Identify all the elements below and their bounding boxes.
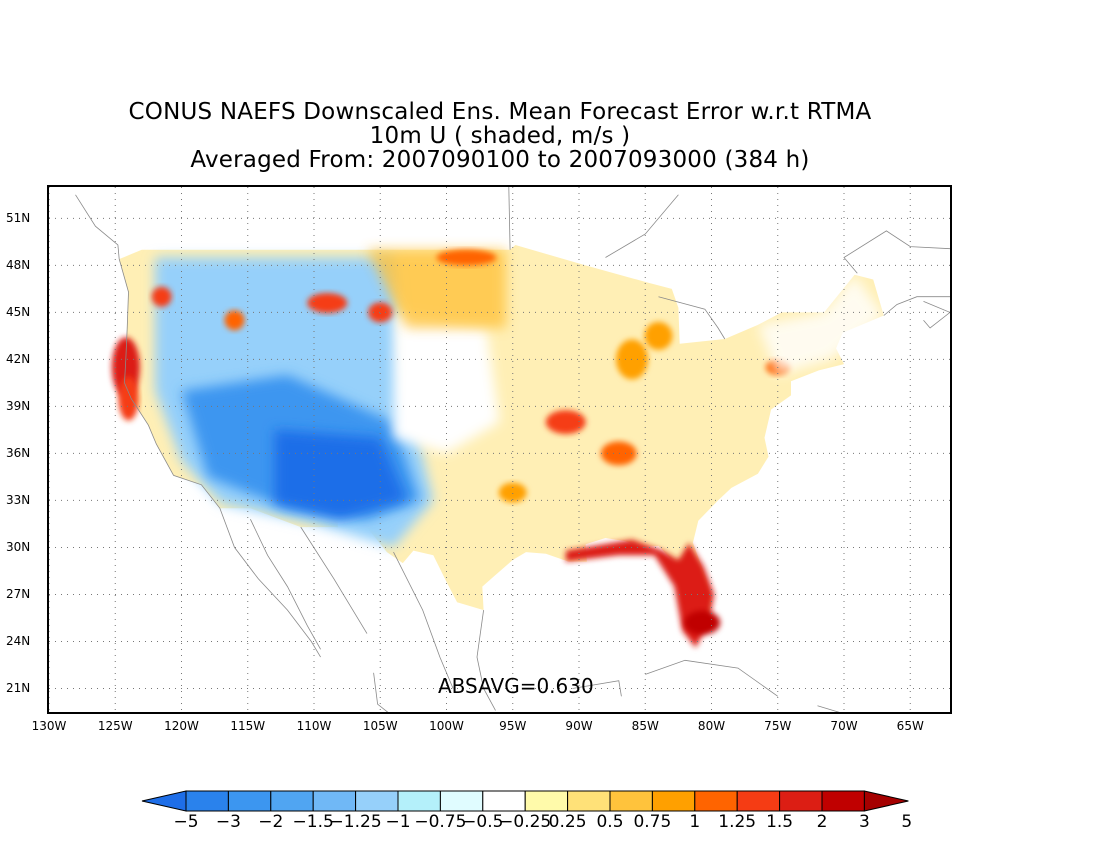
lat-tick-label: 30N bbox=[6, 540, 31, 555]
lat-tick-label: 27N bbox=[6, 587, 31, 602]
lat-tick-label: 24N bbox=[6, 634, 31, 649]
colorbar-right-arrow bbox=[863, 790, 909, 812]
colorbar-tick-label: −1.5 bbox=[292, 812, 334, 832]
map-panel bbox=[47, 185, 952, 714]
chart-title: CONUS NAEFS Downscaled Ens. Mean Forecas… bbox=[0, 100, 1000, 172]
colorbar-swatch bbox=[439, 790, 484, 812]
lon-tick-label: 75W bbox=[764, 719, 792, 733]
colorbar-swatch bbox=[227, 790, 272, 812]
colorbar-tick-label: −0.25 bbox=[499, 812, 552, 832]
lon-tick-label: 105W bbox=[362, 719, 398, 733]
lon-tick-label: 70W bbox=[830, 719, 858, 733]
error-field-shading bbox=[111, 245, 884, 648]
colorbar-tick-label: −1 bbox=[385, 812, 411, 832]
lon-tick-label: 95W bbox=[499, 719, 527, 733]
lon-tick-label: 85W bbox=[631, 719, 659, 733]
lat-tick-label: 39N bbox=[6, 399, 31, 414]
lon-tick-label: 115W bbox=[230, 719, 266, 733]
colorbar-tick-label: −5 bbox=[173, 812, 199, 832]
colorbar-swatch bbox=[736, 790, 781, 812]
lat-tick-label: 45N bbox=[6, 305, 31, 320]
lon-tick-label: 125W bbox=[97, 719, 133, 733]
map-canvas bbox=[49, 187, 950, 712]
colorbar-tick-label: 3 bbox=[858, 812, 870, 832]
colorbar-swatch bbox=[397, 790, 441, 812]
colorbar-swatch bbox=[821, 790, 865, 812]
colorbar-swatch bbox=[694, 790, 738, 812]
lon-tick-label: 65W bbox=[896, 719, 924, 733]
title-line-1: CONUS NAEFS Downscaled Ens. Mean Forecas… bbox=[128, 99, 872, 125]
colorbar-tick-label: 1.25 bbox=[718, 812, 757, 832]
lon-tick-label: 110W bbox=[296, 719, 332, 733]
colorbar-tick-label: 0.5 bbox=[596, 812, 624, 832]
lat-tick-label: 33N bbox=[6, 493, 31, 508]
colorbar-swatch bbox=[355, 790, 399, 812]
title-line-2: 10m U ( shaded, m/s ) bbox=[369, 123, 631, 149]
colorbar-left-arrow bbox=[141, 790, 187, 812]
colorbar-tick-label: −0.5 bbox=[462, 812, 504, 832]
colorbar-tick-label: −1.25 bbox=[329, 812, 382, 832]
lat-tick-label: 48N bbox=[6, 258, 31, 273]
colorbar-tick-label: −0.75 bbox=[414, 812, 467, 832]
colorbar-swatch bbox=[567, 790, 611, 812]
colorbar-swatch bbox=[270, 790, 314, 812]
title-line-3: Averaged From: 2007090100 to 2007093000 … bbox=[190, 147, 810, 173]
colorbar-tick-label: −3 bbox=[215, 812, 241, 832]
colorbar-tick-label: 0.25 bbox=[548, 812, 587, 832]
colorbar-swatch bbox=[482, 790, 526, 812]
absavg-annotation: ABSAVG=0.630 bbox=[438, 674, 594, 698]
colorbar-tick-label: 1 bbox=[689, 812, 701, 832]
lat-lon-grid bbox=[49, 187, 950, 712]
colorbar-swatch bbox=[779, 790, 823, 812]
coastlines bbox=[75, 187, 950, 712]
colorbar-swatch bbox=[524, 790, 569, 812]
colorbar-tick-label: 2 bbox=[816, 812, 828, 832]
colorbar-tick-label: −2 bbox=[258, 812, 284, 832]
colorbar-swatch bbox=[185, 790, 229, 812]
lon-tick-label: 80W bbox=[697, 719, 726, 733]
colorbar-tick-label: 0.75 bbox=[633, 812, 672, 832]
colorbar-swatch bbox=[609, 790, 653, 812]
lat-tick-label: 36N bbox=[6, 446, 31, 461]
lat-tick-label: 51N bbox=[6, 211, 31, 226]
lon-tick-label: 90W bbox=[565, 719, 593, 733]
colorbar-swatch bbox=[651, 790, 696, 812]
lat-tick-label: 42N bbox=[6, 352, 31, 367]
colorbar-swatch bbox=[312, 790, 357, 812]
lon-tick-label: 120W bbox=[164, 719, 199, 733]
lon-tick-label: 130W bbox=[31, 719, 67, 733]
lon-tick-label: 100W bbox=[429, 719, 464, 733]
colorbar-tick-label: 5 bbox=[901, 812, 913, 832]
lat-tick-label: 21N bbox=[6, 681, 31, 696]
colorbar-tick-label: 1.5 bbox=[766, 812, 794, 832]
